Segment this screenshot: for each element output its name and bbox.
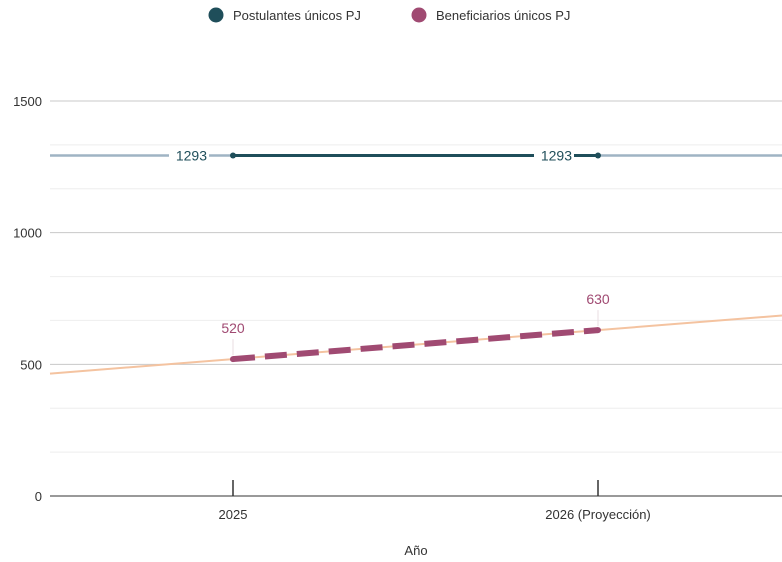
series-group — [230, 152, 601, 363]
legend-label-beneficiarios: Beneficiarios únicos PJ — [436, 8, 570, 23]
series-line-1 — [232, 327, 599, 363]
trendline-series-1 — [49, 314, 782, 375]
data-point-1-1 — [595, 327, 601, 334]
x-tick-label-1: 2026 (Proyección) — [545, 507, 651, 522]
y-tick-label-1: 500 — [20, 357, 42, 372]
x-axis-title: Año — [404, 543, 427, 558]
legend-label-postulantes: Postulantes únicos PJ — [233, 8, 361, 23]
data-labels: 1293 1293 520 630 — [169, 146, 610, 356]
gridlines — [50, 100, 782, 453]
y-tick-label-2: 1000 — [13, 226, 42, 241]
data-label-1-1: 630 — [586, 291, 610, 307]
legend-marker-beneficiarios — [411, 7, 427, 23]
data-point-0-1 — [595, 152, 601, 159]
legend-item-beneficiarios[interactable]: Beneficiarios únicos PJ — [411, 7, 571, 24]
y-tick-label-3: 1500 — [13, 94, 42, 109]
legend: Postulantes únicos PJ Beneficiarios únic… — [208, 7, 571, 24]
data-label-bg-0-1 — [534, 146, 574, 165]
y-axis-ticks: 0 500 1000 1500 — [13, 94, 42, 504]
x-tick-label-0: 2025 — [219, 507, 248, 522]
data-label-bg-0-0 — [169, 146, 209, 165]
data-point-1-0 — [230, 356, 236, 363]
legend-item-postulantes[interactable]: Postulantes únicos PJ — [208, 7, 361, 24]
legend-marker-postulantes — [208, 7, 224, 23]
trendlines — [49, 154, 782, 375]
y-tick-label-0: 0 — [35, 489, 42, 504]
data-label-1-0: 520 — [221, 320, 245, 336]
data-point-0-0 — [230, 152, 236, 159]
x-axis-ticks: 2025 2026 (Proyección) — [219, 480, 651, 522]
data-label-0-1: 1293 — [541, 148, 572, 164]
data-label-0-0: 1293 — [176, 148, 207, 164]
